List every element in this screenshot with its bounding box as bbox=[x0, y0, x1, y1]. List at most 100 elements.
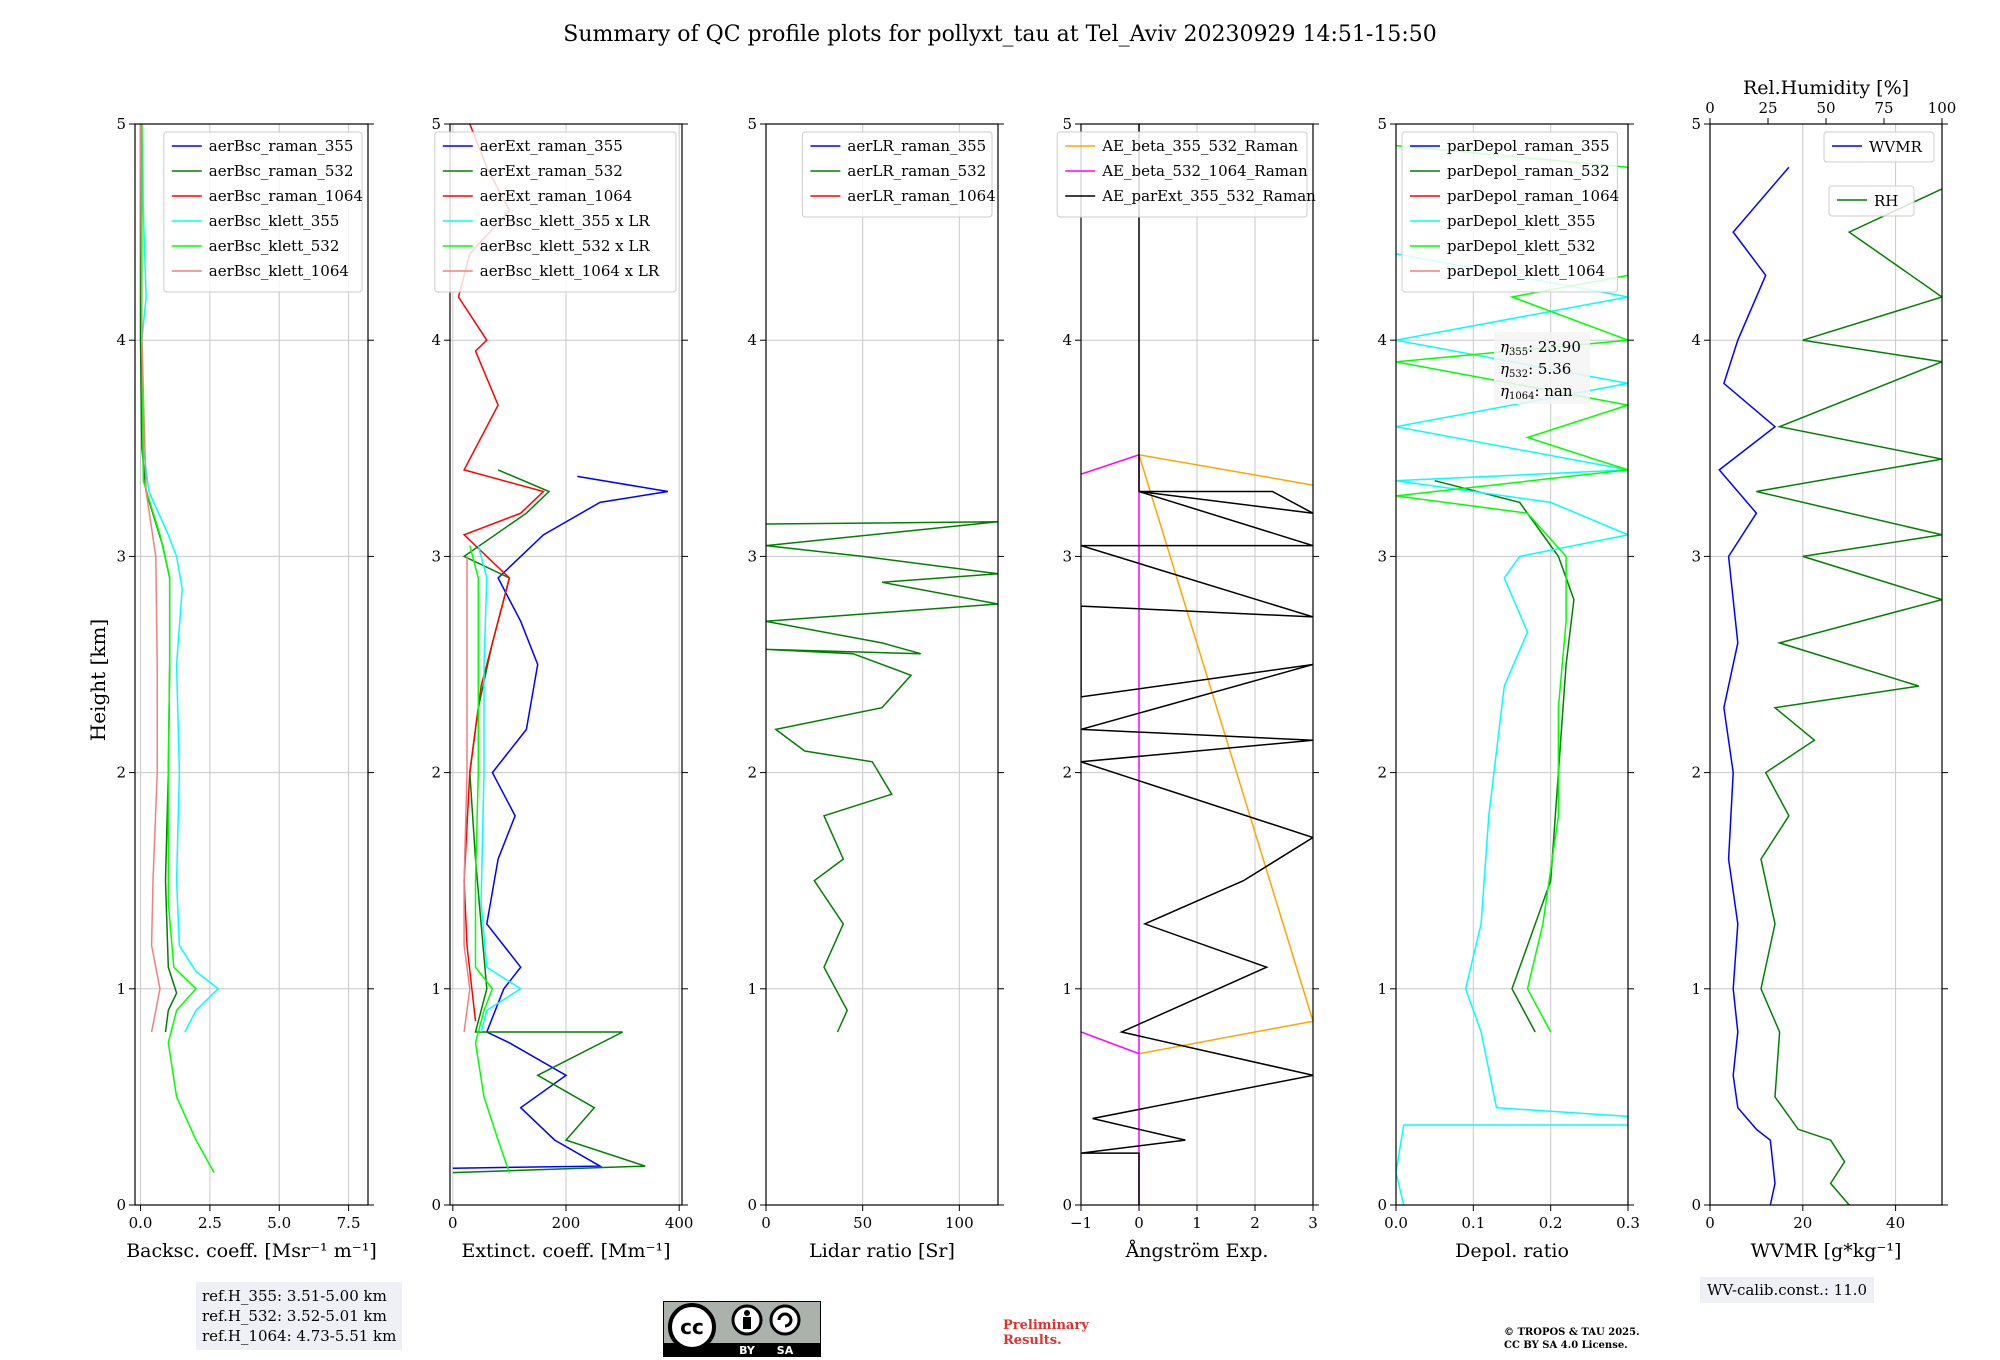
legend-wv: WVMR RH bbox=[1823, 131, 1935, 217]
series-ae-AE_beta_532_1064_Raman bbox=[1081, 453, 1140, 1205]
top-tick-label-1: 25 bbox=[1758, 99, 1777, 117]
panel-lr: 0 50 100 0 1 2 3 4 5 Lidar ratio [Sr] aerLR_raman_… bbox=[747, 115, 1004, 1262]
frame-wv bbox=[1709, 123, 1943, 1206]
panel-depol: 0.0 0.1 0.2 0.3 0 1 2 3 4 5 Depol. ratio parDepol_r… bbox=[1377, 115, 1639, 1262]
legend-label-lr-1: aerLR_raman_532 bbox=[847, 162, 986, 180]
legend-box-rh bbox=[1828, 185, 1915, 217]
ytick-label-wv-5: 5 bbox=[1691, 115, 1701, 133]
ytick-label-lr-4: 4 bbox=[747, 331, 757, 349]
ytick-label-wv-2: 2 bbox=[1691, 764, 1701, 782]
copyright-line-2: CC BY SA 4.0 License. bbox=[1504, 1340, 1628, 1351]
series-wv-WVMR bbox=[1718, 166, 1790, 1205]
xlabel-ae: Ångström Exp. bbox=[1125, 1240, 1269, 1262]
xtick-label-bsc-3: 7.5 bbox=[337, 1214, 361, 1232]
series-bsc-aerBsc_klett_532 bbox=[141, 124, 215, 1173]
ytick-label-lr-2: 2 bbox=[747, 764, 757, 782]
series-group-bsc bbox=[139, 124, 220, 1173]
ytick-label-ext-4: 4 bbox=[431, 331, 441, 349]
legend-label-lr-0: aerLR_raman_355 bbox=[847, 137, 986, 155]
series-ext-aerBsc_klett_532 x LR bbox=[469, 545, 511, 1173]
cc-by-label: BY bbox=[739, 1344, 756, 1357]
legend-label-ext-4: aerBsc_klett_532 x LR bbox=[480, 237, 651, 255]
panel-bsc: 0.0 2.5 5.0 7.5 0 1 2 3 4 5 Backsc. coeff. [Msr⁻¹ … bbox=[116, 115, 376, 1262]
legend-label-bsc-3: aerBsc_klett_355 bbox=[209, 212, 340, 230]
legend-box-ext bbox=[434, 131, 677, 293]
xtick-label-ext-2: 400 bbox=[665, 1214, 694, 1232]
ytick-label-ext-3: 3 bbox=[431, 547, 441, 565]
ref-height-532: ref.H_532: 3.52-5.01 km bbox=[202, 1307, 387, 1325]
legend-box-lr bbox=[801, 131, 993, 218]
xtick-label-bsc-1: 2.5 bbox=[198, 1214, 222, 1232]
ytick-label-ae-2: 2 bbox=[1062, 764, 1072, 782]
series-bsc-aerBsc_klett_355 bbox=[141, 124, 220, 1033]
series-depol-parDepol_klett_355 bbox=[1396, 252, 1628, 1205]
xtick-label-ext-0: 0 bbox=[448, 1214, 458, 1232]
eta-line-1: η532: 5.36 bbox=[1500, 360, 1571, 380]
ytick-label-lr-3: 3 bbox=[747, 547, 757, 565]
ytick-label-ae-3: 3 bbox=[1062, 547, 1072, 565]
xtick-label-ae-2: 1 bbox=[1192, 1214, 1202, 1232]
xlabel-lr: Lidar ratio [Sr] bbox=[809, 1240, 955, 1262]
panel-ext: 0 200 400 0 1 2 3 4 5 Extinct. coeff. [Mm⁻¹] aerEx… bbox=[431, 115, 693, 1262]
series-group-ae bbox=[1081, 124, 1313, 1205]
series-bsc-aerBsc_klett_1064 bbox=[139, 124, 161, 1033]
preliminary-line-1: Preliminary bbox=[1003, 1318, 1089, 1333]
ytick-label-lr-1: 1 bbox=[747, 980, 757, 998]
ytick-label-depol-4: 4 bbox=[1377, 331, 1387, 349]
eta-line-0: η355: 23.90 bbox=[1500, 338, 1581, 358]
legend-label-depol-2: parDepol_raman_1064 bbox=[1447, 187, 1619, 205]
series-depol-parDepol_klett_532 bbox=[1396, 144, 1628, 1033]
xtick-label-lr-0: 0 bbox=[761, 1214, 771, 1232]
figure-title: Summary of QC profile plots for pollyxt_… bbox=[563, 22, 1437, 47]
series-lr-aerLR_raman_532 bbox=[766, 521, 998, 1033]
ytick-label-ext-1: 1 bbox=[431, 980, 441, 998]
legend-box-ae bbox=[1056, 131, 1308, 218]
xtick-label-ae-0: −1 bbox=[1070, 1214, 1092, 1232]
series-group-depol bbox=[1396, 144, 1628, 1205]
legend-label-ext-0: aerExt_raman_355 bbox=[480, 137, 623, 155]
xtick-label-depol-0: 0.0 bbox=[1384, 1214, 1408, 1232]
legend-label-ae-0: AE_beta_355_532_Raman bbox=[1101, 137, 1298, 155]
series-group-lr bbox=[766, 521, 998, 1033]
ytick-label-wv-1: 1 bbox=[1691, 980, 1701, 998]
xtick-label-lr-2: 100 bbox=[945, 1214, 974, 1232]
ytick-label-depol-2: 2 bbox=[1377, 764, 1387, 782]
xtick-label-bsc-0: 0.0 bbox=[129, 1214, 153, 1232]
ref-height-355: ref.H_355: 3.51-5.00 km bbox=[202, 1287, 387, 1305]
svg-text:cc: cc bbox=[680, 1315, 704, 1339]
legend-label-depol-3: parDepol_klett_355 bbox=[1447, 212, 1596, 230]
panel-wv: 0 20 40 0 1 2 3 4 5 WVMR [g*kg⁻¹] 0 25 50 75 100 Rel.Hu… bbox=[1691, 77, 1956, 1262]
xtick-label-lr-1: 50 bbox=[853, 1214, 872, 1232]
series-ae-AE_beta_355_532_Raman bbox=[1137, 453, 1313, 1055]
ytick-label-depol-3: 3 bbox=[1377, 547, 1387, 565]
ytick-label-ae-5: 5 bbox=[1062, 115, 1072, 133]
top-tick-label-2: 50 bbox=[1816, 99, 1835, 117]
preliminary-line-2: Results. bbox=[1003, 1333, 1062, 1348]
xtick-label-wv-1: 20 bbox=[1793, 1214, 1812, 1232]
top-tick-label-3: 75 bbox=[1874, 99, 1893, 117]
series-ext-aerBsc_klett_355 x LR bbox=[477, 545, 523, 1033]
legend-label-ext-3: aerBsc_klett_355 x LR bbox=[480, 212, 651, 230]
xlabel-wv: WVMR [g*kg⁻¹] bbox=[1751, 1240, 1902, 1262]
ytick-label-depol-1: 1 bbox=[1377, 980, 1387, 998]
ytick-label-bsc-1: 1 bbox=[116, 980, 126, 998]
legend-box-bsc bbox=[163, 131, 363, 293]
wv-calibration-box: WV-calib.const.: 11.0 bbox=[1700, 1277, 1875, 1303]
ytick-label-ae-0: 0 bbox=[1062, 1196, 1072, 1214]
legend-label-bsc-5: aerBsc_klett_1064 bbox=[209, 262, 349, 280]
legend-label-depol-1: parDepol_raman_532 bbox=[1447, 162, 1610, 180]
xtick-label-ae-4: 3 bbox=[1308, 1214, 1318, 1232]
xlabel-ext: Extinct. coeff. [Mm⁻¹] bbox=[461, 1240, 670, 1262]
ytick-label-bsc-5: 5 bbox=[116, 115, 126, 133]
legend-label-lr-2: aerLR_raman_1064 bbox=[847, 187, 995, 205]
top-tick-label-4: 100 bbox=[1928, 99, 1957, 117]
legend-ae: AE_beta_355_532_Raman AE_beta_532_1064_Ra… bbox=[1056, 131, 1316, 218]
eta-line-2: η1064: nan bbox=[1500, 382, 1573, 402]
ytick-label-bsc-4: 4 bbox=[116, 331, 126, 349]
ytick-label-ae-4: 4 bbox=[1062, 331, 1072, 349]
top-axis-label: Rel.Humidity [%] bbox=[1743, 77, 1909, 99]
ytick-label-lr-5: 5 bbox=[747, 115, 757, 133]
